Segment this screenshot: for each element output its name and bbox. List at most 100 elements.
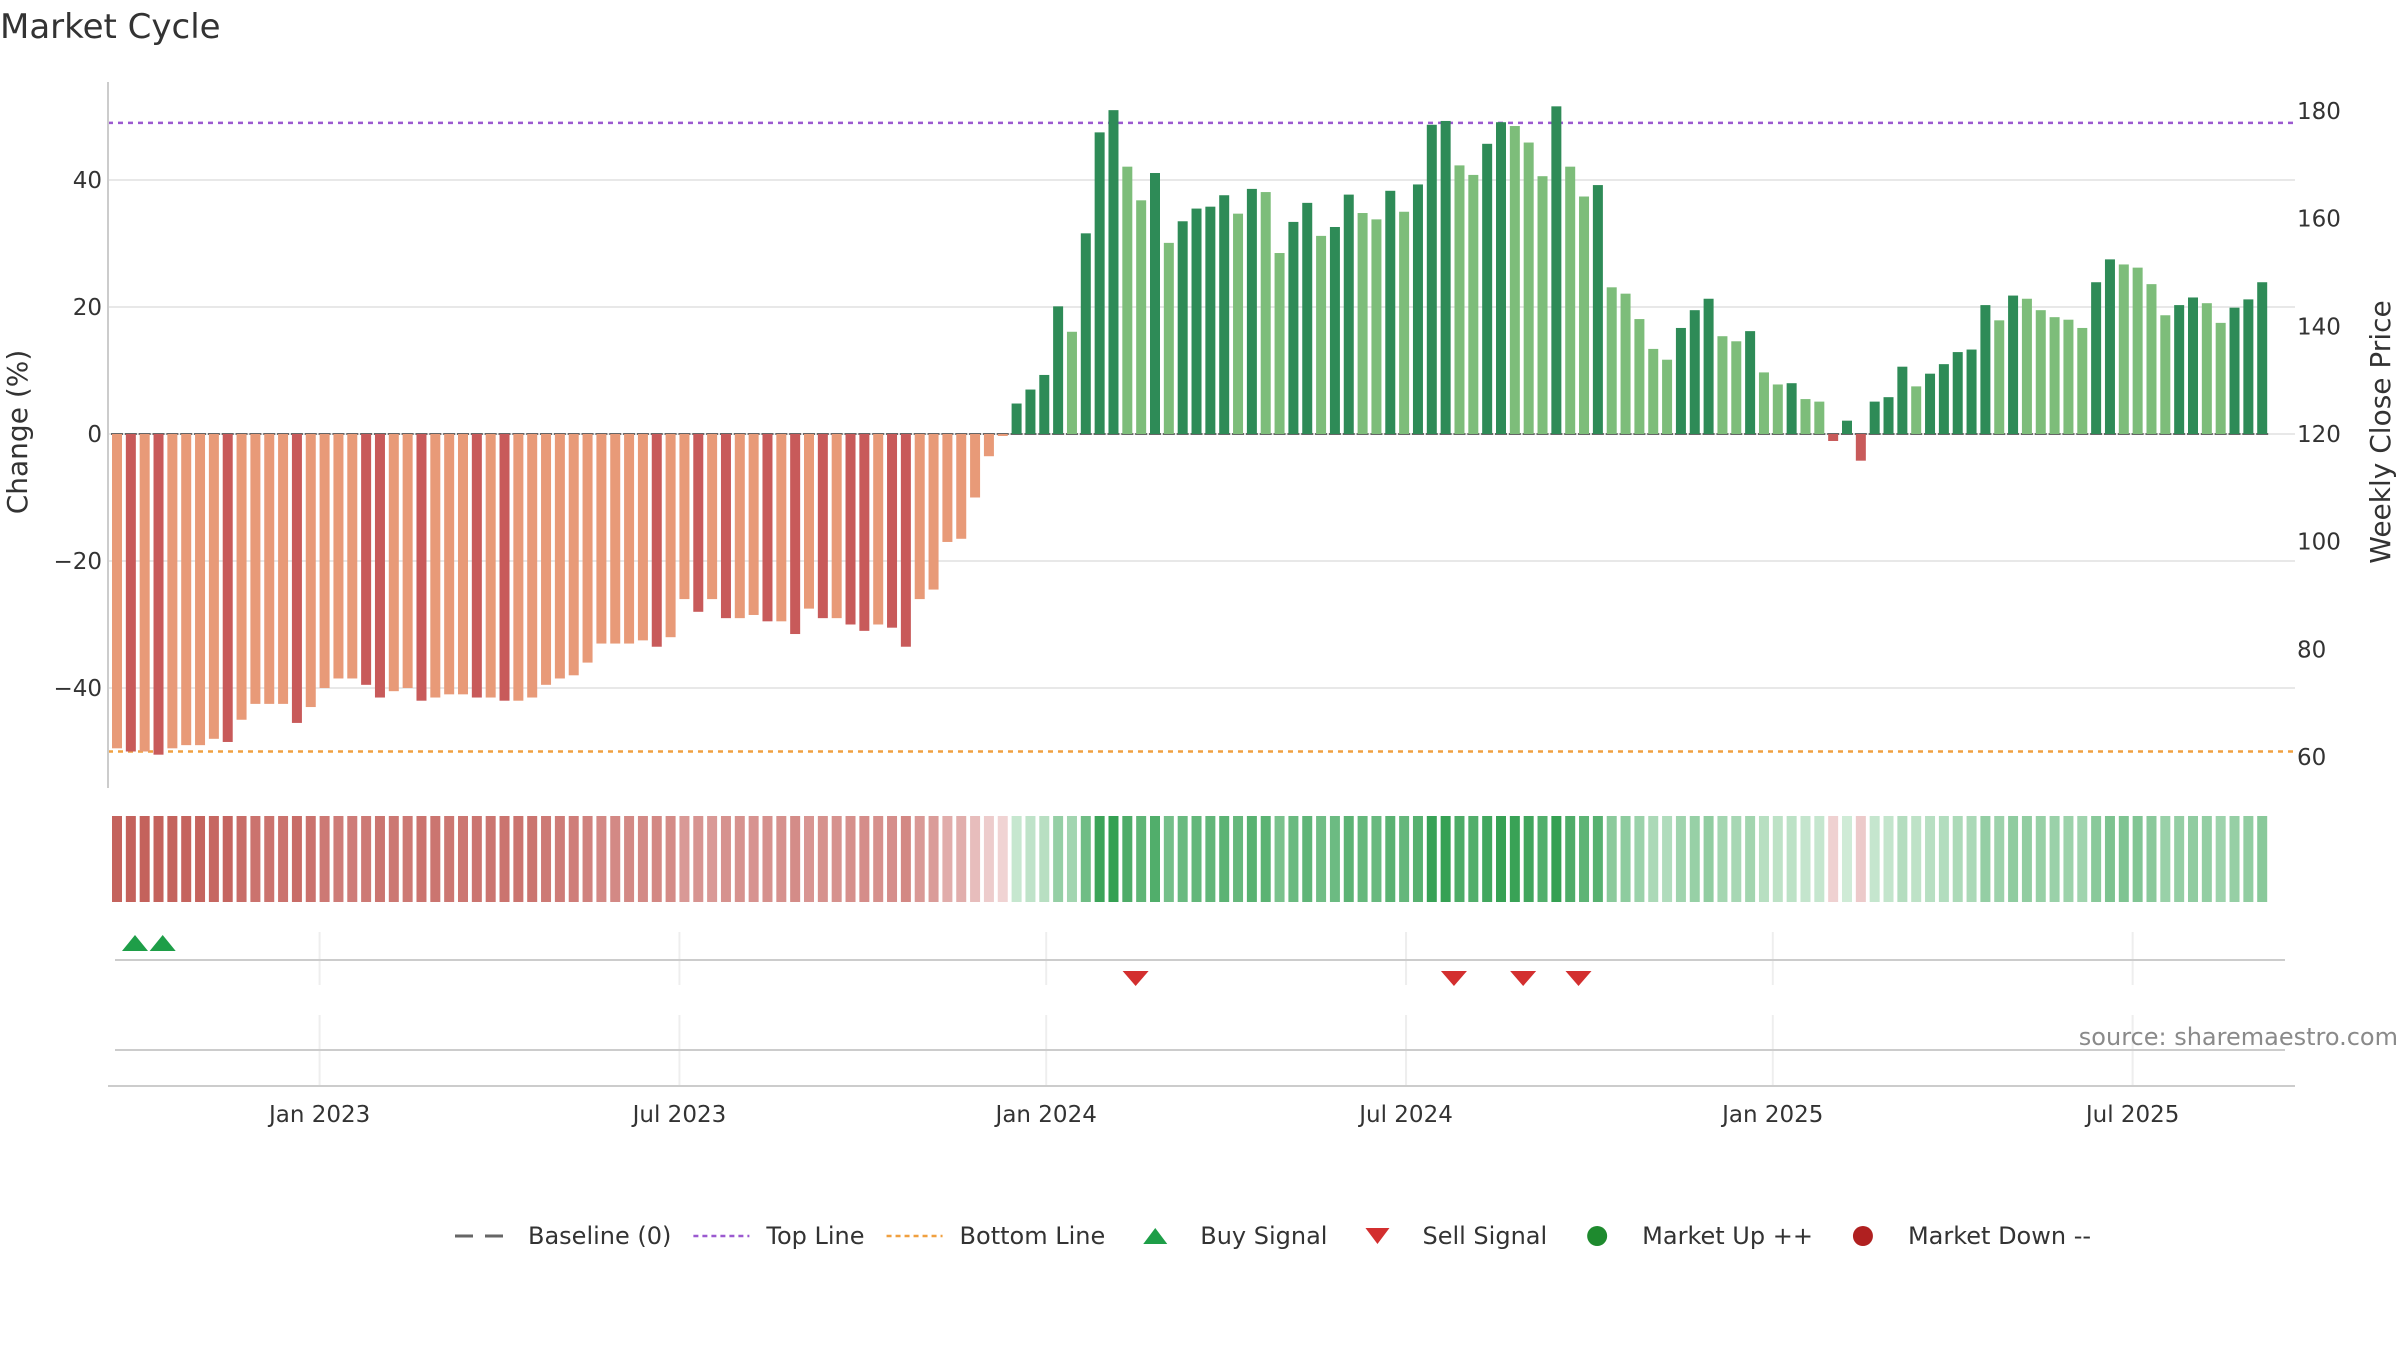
change-bar [208,434,219,739]
y-tick-label: 0 [87,422,102,448]
change-bar [1620,293,1631,434]
strip-cell [305,816,316,902]
change-bar [1316,235,1327,434]
change-bar [2243,299,2254,434]
change-bar [637,434,648,641]
strip-cell [222,816,233,902]
change-bar [1925,373,1936,434]
change-bar [624,434,635,644]
strip-cell [2160,816,2171,902]
strip-cell [734,816,745,902]
strip-cell [1316,816,1327,902]
change-bar [264,434,275,704]
change-bar [1689,310,1700,434]
change-bar [900,434,911,647]
strip-cell [776,816,787,902]
change-bar [1537,176,1548,434]
strip-cell [1745,816,1756,902]
strip-cell [1952,816,1963,902]
change-bar [2008,295,2019,434]
strip-cell [333,816,344,902]
strip-cell [1302,816,1313,902]
change-bar [1952,352,1963,434]
strip-cell [956,816,967,902]
strip-cell [1994,816,2005,902]
change-bar [831,434,842,619]
change-bar [845,434,856,625]
change-bar [430,434,441,698]
strip-cell [1606,816,1617,902]
y2-tick-label: 160 [2297,207,2341,233]
change-bar [388,434,399,692]
change-bar [485,434,496,698]
sell-signal-marker [1510,971,1537,986]
strip-cell [1579,816,1590,902]
change-bar [762,434,773,622]
change-bar [1440,120,1451,434]
strip-cell [651,816,662,902]
change-bar [236,434,247,720]
strip-cell [1163,816,1174,902]
strip-cell [236,816,247,902]
change-bar [2229,307,2240,434]
change-bar [1980,305,1991,434]
strip-cell [1855,816,1866,902]
change-bar [112,434,122,749]
change-bar [1371,219,1382,434]
change-bar [2049,317,2060,434]
strip-cell [1523,816,1534,902]
strip-cell [1260,816,1271,902]
change-bar [1800,399,1811,434]
change-bar [1496,122,1506,434]
strip-cell [1648,816,1659,902]
change-bar [804,434,814,609]
strip-cell [1911,816,1922,902]
strip-cell [139,816,150,902]
strip-cell [707,816,718,902]
signal-markers [121,935,1592,986]
strip-cell [1274,816,1285,902]
y2-tick-label: 120 [2297,422,2341,448]
strip-cell [1786,816,1797,902]
change-bar [1745,331,1756,434]
change-bar [1163,242,1174,434]
legend-label: Market Down -- [1908,1222,2091,1250]
change-bar [1274,253,1285,434]
change-bar [361,434,372,685]
strip-cell [347,816,358,902]
change-bar [250,434,261,704]
strip-cell [804,816,814,902]
strip-cell [1662,816,1673,902]
strip-cell [153,816,164,902]
change-bar [291,434,302,723]
change-bar [1343,194,1354,434]
change-bar [1066,331,1077,434]
strip-cell [485,816,496,902]
strip-cell [1122,816,1133,902]
strip-cell [1869,816,1880,902]
change-bar [1080,233,1091,434]
strip-cell [942,816,953,902]
change-bar [153,434,164,755]
strip-cell [873,816,884,902]
y2-tick-label: 100 [2297,530,2341,556]
strip-cell [195,816,206,902]
strip-cell [679,816,690,902]
y2-axis-title: Weekly Close Price [2364,300,2397,563]
change-bar [1731,341,1742,434]
x-tick-label: Jan 2023 [267,1102,370,1128]
change-bar [859,434,870,631]
change-bar [1385,190,1396,434]
change-bar [2174,305,2185,434]
legend: Baseline (0) Top Line Bottom Line Buy Signa… [455,1222,2091,1250]
sell-signal-marker [1565,971,1592,986]
y2-tick-label: 80 [2297,637,2326,663]
strip-cell [374,816,385,902]
change-bar [956,434,967,539]
legend-label: Bottom Line [960,1222,1106,1250]
change-bar [2215,322,2226,434]
change-bar [1966,349,1977,434]
change-bar [983,434,994,457]
legend-label: Baseline (0) [528,1222,671,1250]
change-bar [125,434,136,752]
